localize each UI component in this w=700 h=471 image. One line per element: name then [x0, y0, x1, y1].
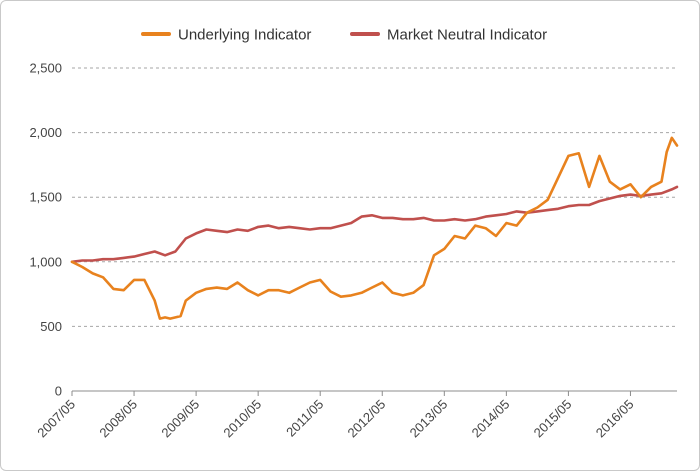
- y-tick-label: 2,500: [29, 61, 62, 76]
- x-tick-label: 2016/05: [593, 397, 637, 441]
- x-tick-label: 2009/05: [158, 397, 202, 441]
- y-tick-label: 1,500: [29, 190, 62, 205]
- grid-lines: [72, 67, 677, 327]
- x-tick-label: 2012/05: [345, 397, 389, 441]
- axes: 0 500 1,000 1,500 2,000 2,500 2007/05 2008/05 20…: [29, 61, 677, 441]
- x-tick-label: 2013/05: [407, 397, 451, 441]
- x-tick-label: 2015/05: [531, 397, 575, 441]
- y-tick-label: 1,000: [29, 254, 62, 269]
- legend-label: Underlying Indicator: [178, 27, 311, 44]
- x-tick-label: 2010/05: [220, 397, 264, 441]
- y-tick-label: 2,000: [29, 125, 62, 140]
- legend-label: Market Neutral Indicator: [387, 27, 547, 44]
- x-tick-label: 2008/05: [96, 397, 140, 441]
- y-tick-label: 0: [55, 384, 62, 399]
- x-tick-label: 2014/05: [469, 397, 513, 441]
- x-tick-label: 2011/05: [283, 397, 326, 440]
- legend: Underlying Indicator Market Neutral Indic…: [141, 27, 547, 44]
- series-line-market-neutral-indicator: [70, 185, 679, 264]
- series-lines: [70, 136, 679, 320]
- series-line-underlying-indicator: [70, 136, 679, 320]
- x-tick-label: 2007/05: [34, 397, 78, 441]
- y-tick-label: 500: [40, 319, 62, 334]
